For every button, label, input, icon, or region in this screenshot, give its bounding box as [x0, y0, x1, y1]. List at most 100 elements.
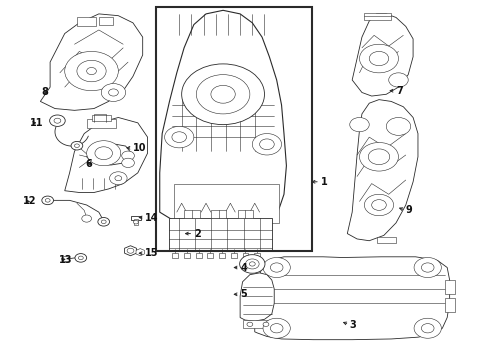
Circle shape: [127, 248, 134, 253]
Text: 11: 11: [30, 118, 43, 128]
Bar: [254, 253, 260, 258]
Bar: [243, 253, 248, 258]
Text: 8: 8: [41, 87, 48, 98]
Circle shape: [386, 117, 411, 135]
Circle shape: [245, 259, 259, 269]
Circle shape: [77, 60, 106, 82]
Circle shape: [372, 200, 386, 210]
Text: 15: 15: [145, 248, 159, 258]
Circle shape: [414, 318, 441, 338]
Circle shape: [122, 158, 134, 167]
Text: 2: 2: [194, 229, 200, 239]
Bar: [92, 114, 111, 121]
Bar: [211, 210, 226, 218]
Bar: [77, 256, 85, 260]
Circle shape: [369, 51, 389, 66]
Circle shape: [263, 322, 269, 327]
Text: 9: 9: [406, 205, 413, 215]
Bar: [172, 253, 178, 258]
Text: 3: 3: [350, 320, 357, 330]
Text: 4: 4: [240, 262, 247, 273]
Text: 13: 13: [59, 255, 73, 265]
Bar: [219, 253, 225, 258]
Bar: [238, 210, 253, 218]
Polygon shape: [240, 273, 274, 321]
Circle shape: [421, 263, 434, 272]
Text: 6: 6: [85, 159, 92, 169]
Bar: [207, 253, 213, 258]
Bar: [241, 247, 249, 251]
Circle shape: [74, 144, 79, 148]
Circle shape: [42, 196, 53, 204]
Circle shape: [49, 115, 65, 126]
Bar: [184, 253, 190, 258]
Circle shape: [87, 67, 97, 75]
Bar: [247, 296, 258, 310]
Circle shape: [414, 257, 441, 278]
Circle shape: [270, 263, 283, 272]
Polygon shape: [65, 117, 147, 193]
Bar: [183, 247, 191, 251]
Circle shape: [263, 318, 290, 338]
Circle shape: [75, 253, 87, 262]
Bar: [156, 7, 312, 251]
Circle shape: [249, 262, 255, 266]
Bar: [376, 237, 396, 243]
Text: 7: 7: [396, 86, 403, 96]
Circle shape: [172, 132, 187, 143]
Polygon shape: [255, 257, 450, 340]
Circle shape: [350, 117, 369, 132]
Circle shape: [115, 176, 122, 181]
Bar: [134, 219, 138, 225]
Text: 1: 1: [320, 177, 327, 187]
Circle shape: [165, 126, 194, 148]
Circle shape: [389, 73, 408, 87]
Circle shape: [101, 84, 125, 102]
Bar: [212, 247, 220, 251]
Circle shape: [122, 151, 134, 160]
Circle shape: [87, 141, 121, 166]
Circle shape: [211, 85, 235, 103]
Circle shape: [54, 118, 61, 123]
Bar: [170, 217, 272, 249]
Polygon shape: [160, 10, 287, 249]
Circle shape: [133, 220, 138, 224]
Bar: [231, 253, 237, 258]
Polygon shape: [136, 249, 145, 256]
Circle shape: [270, 324, 283, 333]
Bar: [243, 320, 272, 328]
Circle shape: [98, 217, 110, 226]
Circle shape: [360, 44, 398, 73]
Text: 14: 14: [145, 212, 159, 222]
Bar: [77, 18, 97, 26]
Polygon shape: [347, 100, 418, 241]
Circle shape: [196, 75, 250, 114]
Bar: [197, 247, 205, 251]
Circle shape: [109, 89, 118, 96]
Text: 5: 5: [240, 289, 247, 299]
Circle shape: [252, 134, 282, 155]
Bar: [99, 18, 114, 24]
Circle shape: [62, 256, 70, 262]
Circle shape: [65, 51, 118, 91]
Circle shape: [71, 141, 83, 150]
Polygon shape: [40, 14, 143, 111]
Bar: [87, 119, 116, 128]
Bar: [445, 280, 455, 294]
Bar: [130, 216, 141, 220]
Bar: [196, 253, 202, 258]
Bar: [247, 278, 258, 293]
Circle shape: [260, 139, 274, 150]
Polygon shape: [124, 246, 136, 256]
Circle shape: [110, 172, 127, 185]
Circle shape: [95, 147, 113, 159]
Bar: [184, 210, 200, 218]
Circle shape: [421, 324, 434, 333]
Polygon shape: [352, 14, 413, 96]
Text: 10: 10: [133, 143, 147, 153]
Circle shape: [82, 215, 92, 222]
Polygon shape: [87, 144, 130, 165]
Circle shape: [240, 255, 265, 273]
Bar: [174, 184, 279, 223]
Text: 12: 12: [24, 197, 37, 206]
